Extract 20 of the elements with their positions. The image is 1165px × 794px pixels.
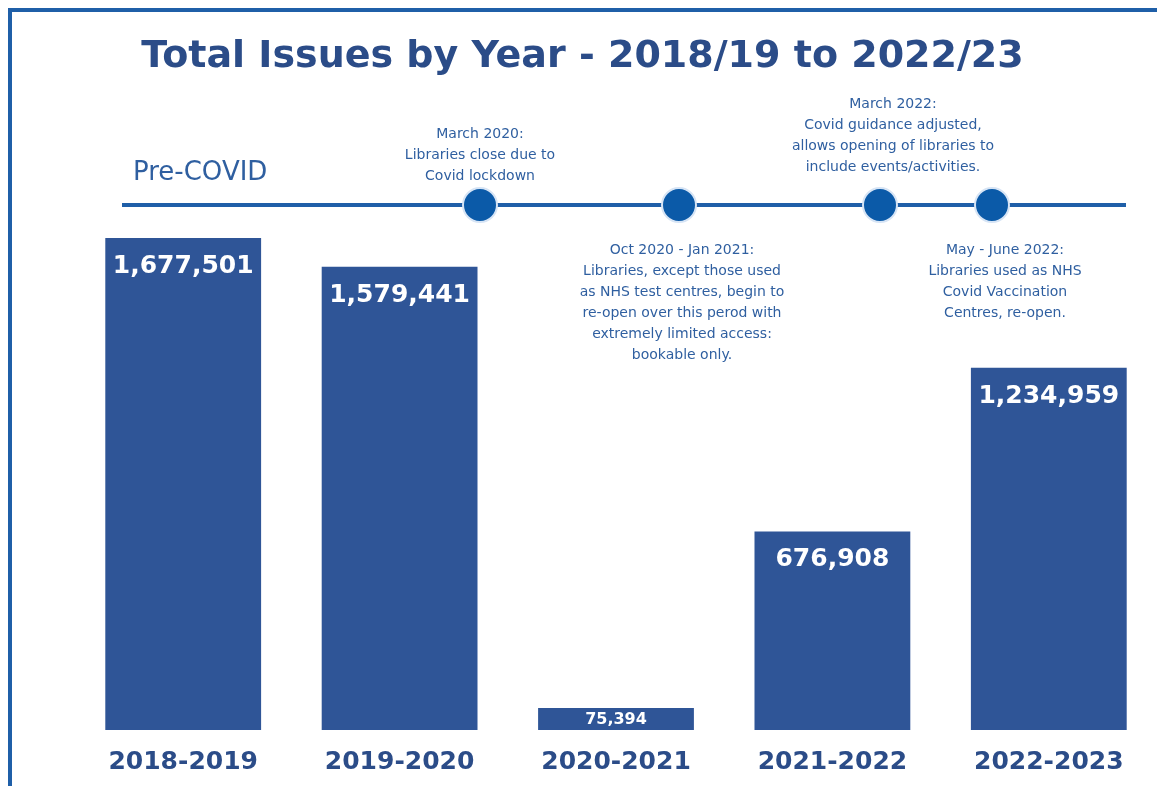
data-label: 1,677,501 <box>112 250 254 279</box>
text: Pre-COVID <box>133 155 268 186</box>
x-tick-label: 2019-2020 <box>324 746 475 775</box>
data-label: 75,394 <box>585 709 647 729</box>
x-tick-label: 2020-2021 <box>541 746 691 775</box>
data-label: 676,908 <box>775 543 890 573</box>
bar <box>321 266 478 730</box>
annotation: Oct 2020 - Jan 2021: Libraries, except those used as NHS test centres, begin to re-open over this perod with extremely limited access: bookable only. <box>579 240 785 362</box>
bar <box>970 367 1127 730</box>
x-tick-label: 2021-2022 <box>757 746 908 775</box>
annotation: May - June 2022: Libraries used as NHS Covid Vaccination Centres, re-open. <box>928 240 1082 320</box>
bar <box>754 531 911 730</box>
text: March 2022: Covid guidance adjusted, allows opening of libraries to include events/activities. <box>791 94 995 174</box>
x-tick-label: 2018-2019 <box>108 746 258 775</box>
data-label: 1,579,441 <box>329 278 470 308</box>
chart-title: Total Issues by Year - 2018/19 to 2022/23 <box>141 32 1024 76</box>
text: March 2020: Libraries close due to Covid lockdown <box>404 124 556 183</box>
bar <box>105 238 262 730</box>
data-label: 1,234,959 <box>978 379 1120 409</box>
x-tick-label: 2022-2023 <box>974 746 1124 775</box>
